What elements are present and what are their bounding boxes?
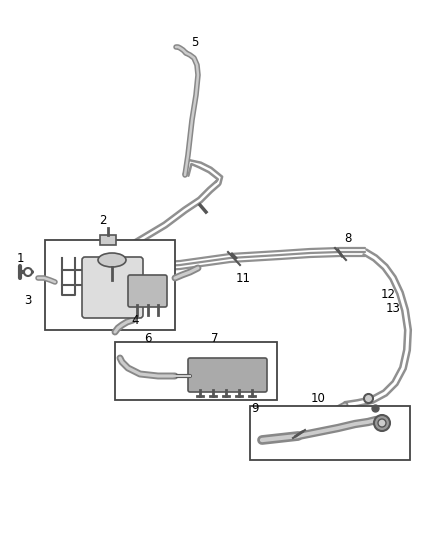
Text: 1: 1 <box>16 252 24 264</box>
Circle shape <box>24 268 32 276</box>
Text: 3: 3 <box>25 294 32 306</box>
Text: 2: 2 <box>99 214 107 227</box>
Bar <box>250 406 410 460</box>
Text: 9: 9 <box>251 401 259 415</box>
Circle shape <box>374 415 390 431</box>
Bar <box>100 235 116 245</box>
Text: 6: 6 <box>144 332 152 344</box>
Text: 10: 10 <box>311 392 325 405</box>
FancyBboxPatch shape <box>82 257 143 318</box>
Text: 8: 8 <box>344 231 352 245</box>
Text: 13: 13 <box>385 302 400 314</box>
Text: 5: 5 <box>191 36 199 49</box>
Circle shape <box>378 419 386 427</box>
Text: 11: 11 <box>236 271 251 285</box>
Bar <box>115 342 277 400</box>
FancyBboxPatch shape <box>188 358 267 392</box>
Text: 4: 4 <box>131 313 139 327</box>
Bar <box>45 240 175 330</box>
Text: 12: 12 <box>381 288 396 302</box>
Ellipse shape <box>98 253 126 267</box>
FancyBboxPatch shape <box>128 275 167 307</box>
Text: 7: 7 <box>211 332 219 344</box>
